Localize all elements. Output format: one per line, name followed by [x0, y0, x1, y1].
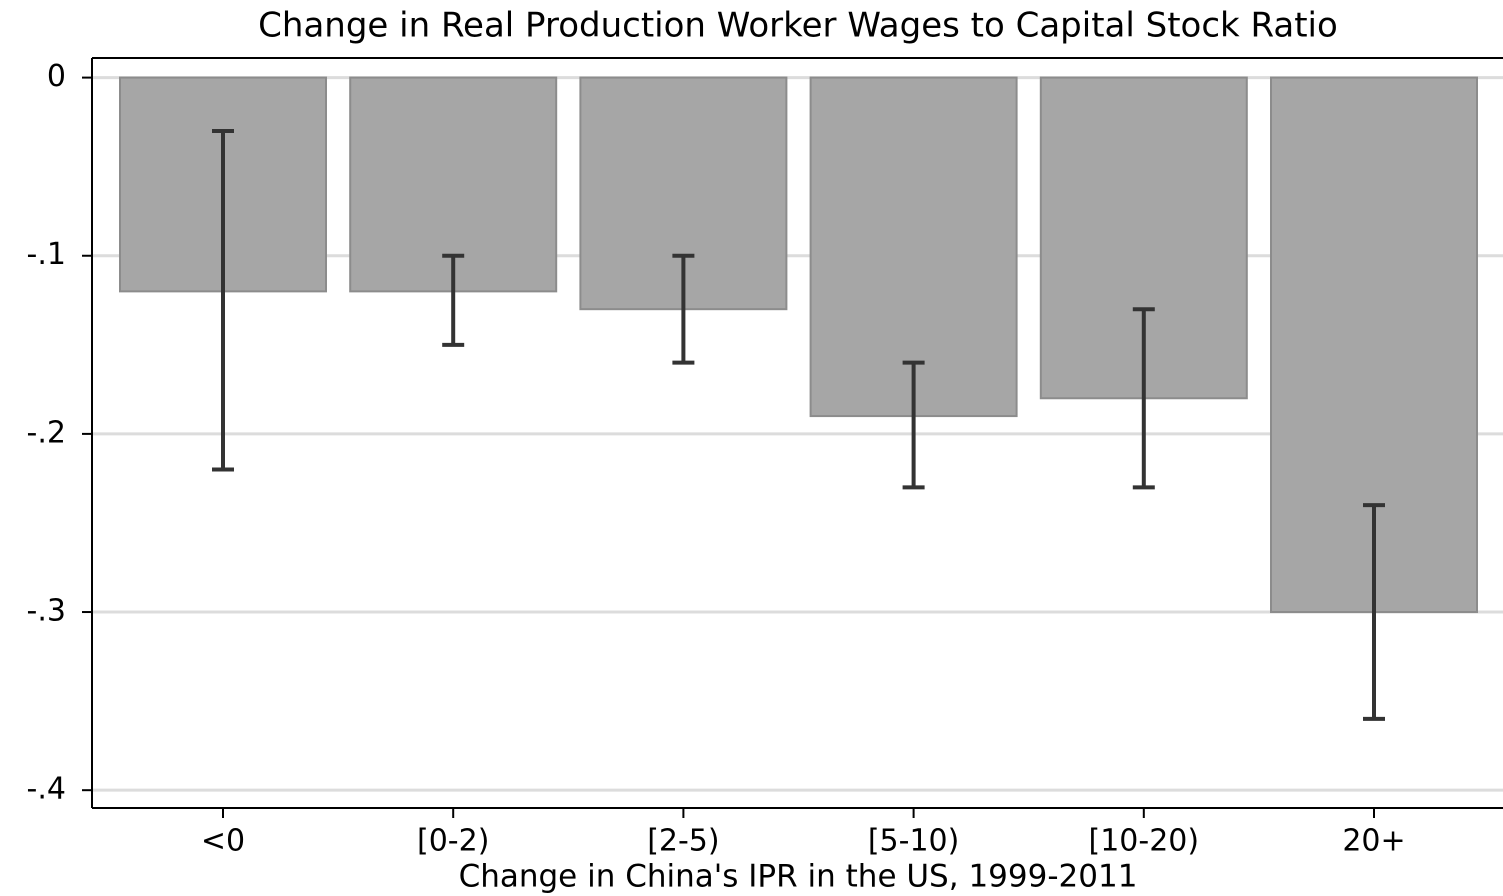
error-bar [1363, 503, 1385, 721]
x-tick-label: [2-5) [647, 824, 719, 859]
y-tick-label: -.4 [27, 772, 66, 807]
y-tick-label: -.2 [27, 415, 66, 450]
x-tick-label: [5-10) [868, 824, 960, 859]
error-bar [672, 253, 695, 365]
x-tick-label: [0-2) [417, 824, 489, 859]
y-tick-label: -.1 [27, 237, 66, 272]
x-tick-label: [10-20) [1089, 824, 1200, 859]
bar [809, 76, 1018, 418]
y-tick-label: 0 [47, 59, 66, 94]
x-axis-label: Change in China's IPR in the US, 1999-20… [459, 859, 1138, 895]
x-tick-label: 20+ [1342, 824, 1405, 859]
error-bar [442, 253, 465, 347]
grid [92, 76, 1503, 792]
axes: 0 -.1 -.2 -.3 -.4 <0 [0-2) [2-5) [5-10) [10-20) 20… [27, 57, 1503, 859]
chart-title: Change in Real Production Worker Wages t… [258, 6, 1338, 46]
error-bar [902, 360, 925, 490]
y-tick-label: -.3 [27, 594, 66, 629]
marks [119, 76, 1478, 721]
error-bar [212, 129, 234, 472]
error-bar [1132, 307, 1155, 490]
x-tick-label: <0 [201, 824, 245, 859]
